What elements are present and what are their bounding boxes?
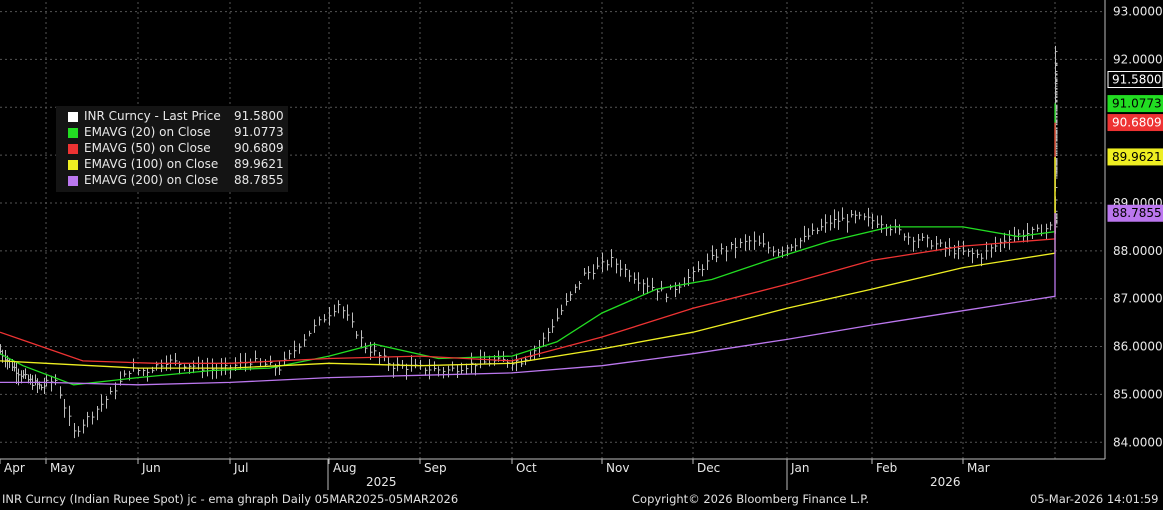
value-tags: 91.5800 91.0773 90.6809 89.9621 88.7855 xyxy=(1107,71,1163,222)
footer-timestamp: 05-Mar-2026 14:01:59 xyxy=(1030,492,1159,506)
x-tick-label: Jul xyxy=(233,461,248,475)
value-tag-box xyxy=(1107,204,1163,222)
ema-line xyxy=(0,213,1056,386)
x-tick-label: May xyxy=(50,461,75,475)
y-tick-label: 88.0000 xyxy=(1113,244,1163,258)
legend-series-name: EMAVG (20) on Close xyxy=(84,125,211,139)
year-label: 2025 xyxy=(366,475,397,489)
legend-row: EMAVG (100) on Close 89.9621 xyxy=(56,156,288,172)
legend-swatch xyxy=(68,160,78,170)
series-layer xyxy=(0,45,1058,439)
legend-series-name: EMAVG (200) on Close xyxy=(84,173,219,187)
legend-row: INR Curncy - Last Price 91.5800 xyxy=(56,108,288,124)
y-tick-label: 84.0000 xyxy=(1113,435,1163,449)
value-tag: 91.0773 xyxy=(1107,95,1163,113)
legend: INR Curncy - Last Price 91.5800 EMAVG (20)… xyxy=(56,106,288,192)
ema-line xyxy=(0,122,1056,364)
x-tick-label: Jan xyxy=(790,461,810,475)
year-label: 2026 xyxy=(930,475,961,489)
x-tick-label: Oct xyxy=(516,461,537,475)
y-tick-label: 86.0000 xyxy=(1113,340,1163,354)
grid-lines xyxy=(0,2,1105,459)
legend-row: EMAVG (50) on Close 90.6809 xyxy=(56,140,288,156)
footer-copyright: Copyright© 2026 Bloomberg Finance L.P. xyxy=(632,492,869,506)
legend-series-value: 90.6809 xyxy=(234,141,284,155)
y-tick-label: 92.0000 xyxy=(1113,52,1163,66)
legend-swatch xyxy=(68,128,78,138)
x-tick-label: Nov xyxy=(606,461,629,475)
value-tag: 91.5800 xyxy=(1107,71,1163,89)
legend-row: EMAVG (200) on Close 88.7855 xyxy=(56,172,288,188)
x-tick-label: Aug xyxy=(333,461,356,475)
legend-series-name: EMAVG (100) on Close xyxy=(84,157,219,171)
value-tag-label: 89.9621 xyxy=(1112,150,1162,164)
x-tick-label: Sep xyxy=(424,461,447,475)
legend-series-value: 91.5800 xyxy=(234,109,284,123)
legend-series-name: EMAVG (50) on Close xyxy=(84,141,211,155)
value-tag-box xyxy=(1107,95,1163,113)
x-tick-label: Jun xyxy=(141,461,161,475)
value-tag: 88.7855 xyxy=(1107,204,1163,222)
ema-line xyxy=(0,103,1056,386)
x-tick-label: Feb xyxy=(876,461,897,475)
value-tag: 90.6809 xyxy=(1107,114,1163,132)
legend-swatch xyxy=(68,144,78,154)
value-tag-box xyxy=(1107,114,1163,132)
value-tag-label: 91.0773 xyxy=(1112,97,1162,111)
footer-title: INR Curncy (Indian Rupee Spot) jc - ema … xyxy=(2,492,459,506)
x-tick-label: Dec xyxy=(697,461,720,475)
value-tag-box xyxy=(1107,148,1163,166)
legend-swatch xyxy=(68,176,78,186)
y-tick-label: 85.0000 xyxy=(1113,387,1163,401)
x-tick-label: Apr xyxy=(4,461,25,475)
y-tick-label: 87.0000 xyxy=(1113,292,1163,306)
legend-swatch xyxy=(68,112,78,122)
legend-series-value: 91.0773 xyxy=(234,125,284,139)
value-tag-label: 88.7855 xyxy=(1112,206,1162,220)
value-tag-label: 90.6809 xyxy=(1112,116,1162,130)
value-tag-box xyxy=(1107,71,1163,89)
value-tag-label: 91.5800 xyxy=(1112,73,1162,87)
legend-series-name: INR Curncy - Last Price xyxy=(84,109,221,123)
legend-series-value: 88.7855 xyxy=(234,173,284,187)
legend-row: EMAVG (20) on Close 91.0773 xyxy=(56,124,288,140)
value-tag: 89.9621 xyxy=(1107,148,1163,166)
axes: Apr May Jun Jul Aug Sep Oct Nov Dec Jan Feb Mar 2025… xyxy=(0,0,1106,490)
x-tick-label: Mar xyxy=(967,461,990,475)
legend-series-value: 89.9621 xyxy=(234,157,284,171)
y-tick-label: 93.0000 xyxy=(1113,5,1163,19)
ema-line xyxy=(0,157,1056,369)
